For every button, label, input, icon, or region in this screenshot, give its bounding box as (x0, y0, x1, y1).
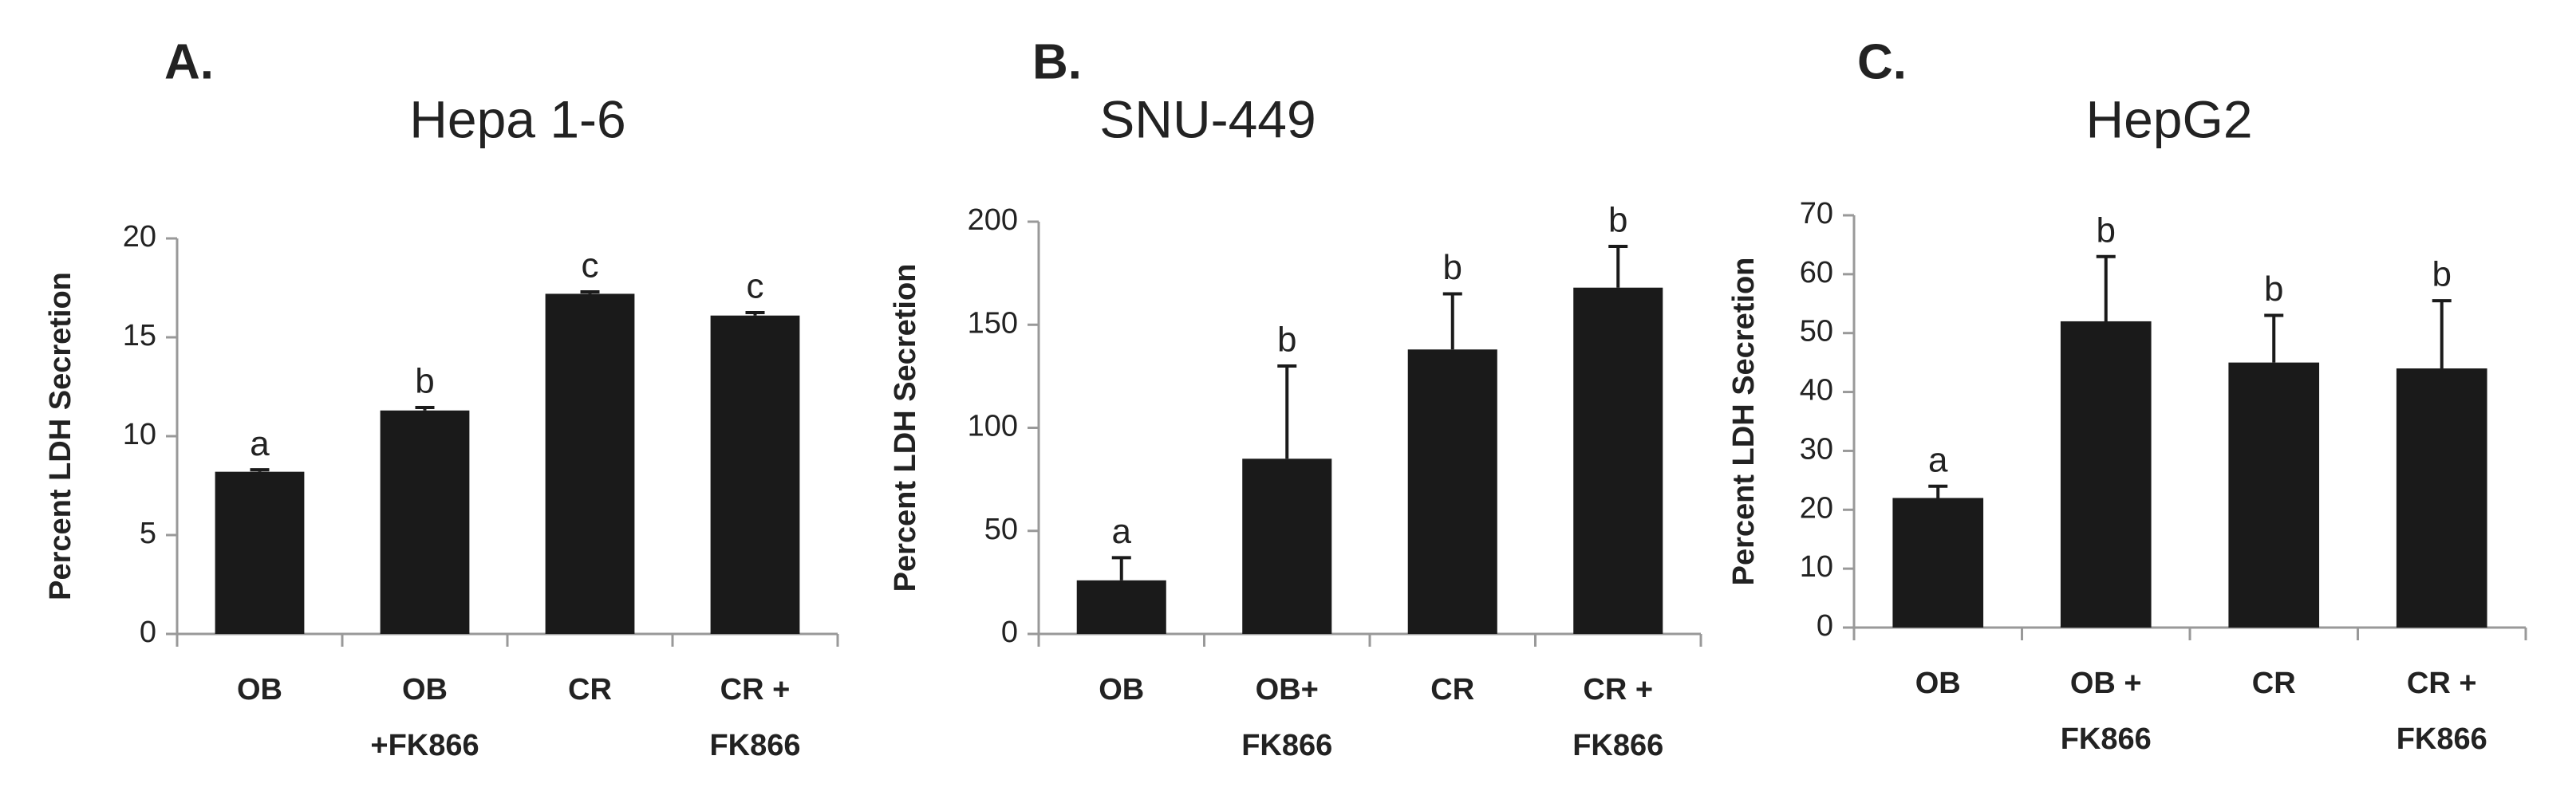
x-tick-label: CR + (2407, 667, 2477, 700)
y-tick-label: 40 (1800, 374, 1833, 407)
significance-letter: c (747, 267, 764, 306)
x-tick-label: CR (2252, 667, 2296, 700)
x-tick-label: OB (402, 673, 448, 707)
x-tick-label: FK866 (709, 729, 800, 762)
x-tick-label: OB + (2070, 667, 2142, 700)
y-tick-label: 10 (1800, 550, 1833, 584)
y-tick-label: 50 (984, 513, 1018, 546)
y-tick-label: 15 (123, 319, 156, 352)
error-bar (415, 406, 435, 411)
bar (1242, 459, 1332, 634)
significance-letter: b (2264, 270, 2283, 309)
x-tick-label: +FK866 (370, 729, 479, 762)
y-tick-label: 70 (1800, 197, 1833, 230)
significance-letter: b (2097, 211, 2116, 250)
bar (1076, 580, 1166, 634)
x-tick-label: FK866 (1572, 729, 1663, 762)
panel-label: A. (164, 34, 214, 89)
y-tick-label: 200 (968, 203, 1018, 237)
panel-label: B. (1032, 34, 1082, 89)
chart-title: HepG2 (2085, 89, 2252, 148)
y-tick-label: 150 (968, 306, 1018, 340)
y-axis-label: Percent LDH Secretion (889, 264, 922, 592)
significance-letter: b (1277, 321, 1296, 360)
chart-title: SNU-449 (1099, 89, 1316, 148)
x-tick-label: OB (1099, 673, 1144, 707)
x-tick-label: OB (237, 673, 282, 707)
significance-letter: a (250, 424, 270, 463)
y-tick-label: 50 (1800, 315, 1833, 348)
y-tick-label: 5 (140, 517, 156, 550)
y-axis-label: Percent LDH Secretion (44, 272, 77, 600)
bar (215, 471, 305, 634)
significance-letter: c (582, 246, 599, 285)
y-tick-label: 20 (123, 220, 156, 254)
bar (710, 315, 800, 634)
x-tick-label: CR + (1583, 673, 1653, 707)
chart-title: Hepa 1-6 (409, 89, 626, 148)
panel-label: C. (1857, 34, 1907, 89)
bar (2228, 362, 2320, 628)
error-bar (2096, 254, 2116, 321)
error-bar (250, 468, 270, 472)
x-tick-label: OB+ (1256, 673, 1319, 707)
error-bar (580, 289, 600, 294)
bar (380, 410, 470, 634)
x-tick-label: FK866 (1241, 729, 1332, 762)
significance-letter: a (1112, 512, 1132, 551)
y-tick-label: 20 (1800, 491, 1833, 525)
significance-letter: a (1928, 440, 1948, 479)
bar (2060, 321, 2152, 628)
significance-letter: b (2432, 255, 2452, 294)
error-bar (1928, 484, 1948, 498)
y-tick-label: 0 (1817, 609, 1833, 643)
bar (545, 293, 635, 634)
error-bar (1442, 292, 1462, 350)
error-bar (2432, 299, 2452, 369)
x-tick-label: CR (568, 673, 612, 707)
significance-letter: b (1608, 201, 1627, 240)
y-tick-label: 100 (968, 410, 1018, 443)
y-tick-label: 0 (1001, 616, 1018, 649)
error-bar (1277, 364, 1297, 459)
error-bar (745, 311, 765, 316)
x-tick-label: CR + (720, 673, 791, 707)
bar (1573, 287, 1663, 634)
y-tick-label: 30 (1800, 432, 1833, 466)
y-tick-label: 10 (123, 418, 156, 451)
y-axis-label: Percent LDH Secretion (1727, 258, 1761, 586)
x-tick-label: FK866 (2397, 722, 2487, 756)
error-bar (1111, 556, 1131, 581)
y-tick-label: 60 (1800, 256, 1833, 289)
error-bar (1608, 245, 1628, 288)
bar (1407, 349, 1497, 634)
x-tick-label: CR (1430, 673, 1474, 707)
error-bar (2264, 313, 2284, 363)
bar (2396, 368, 2487, 628)
significance-letter: b (415, 362, 434, 401)
significance-letter: b (1443, 248, 1462, 287)
x-tick-label: OB (1915, 667, 1961, 700)
bar (1892, 498, 1984, 628)
x-tick-label: FK866 (2061, 722, 2152, 756)
y-tick-label: 0 (140, 616, 156, 649)
